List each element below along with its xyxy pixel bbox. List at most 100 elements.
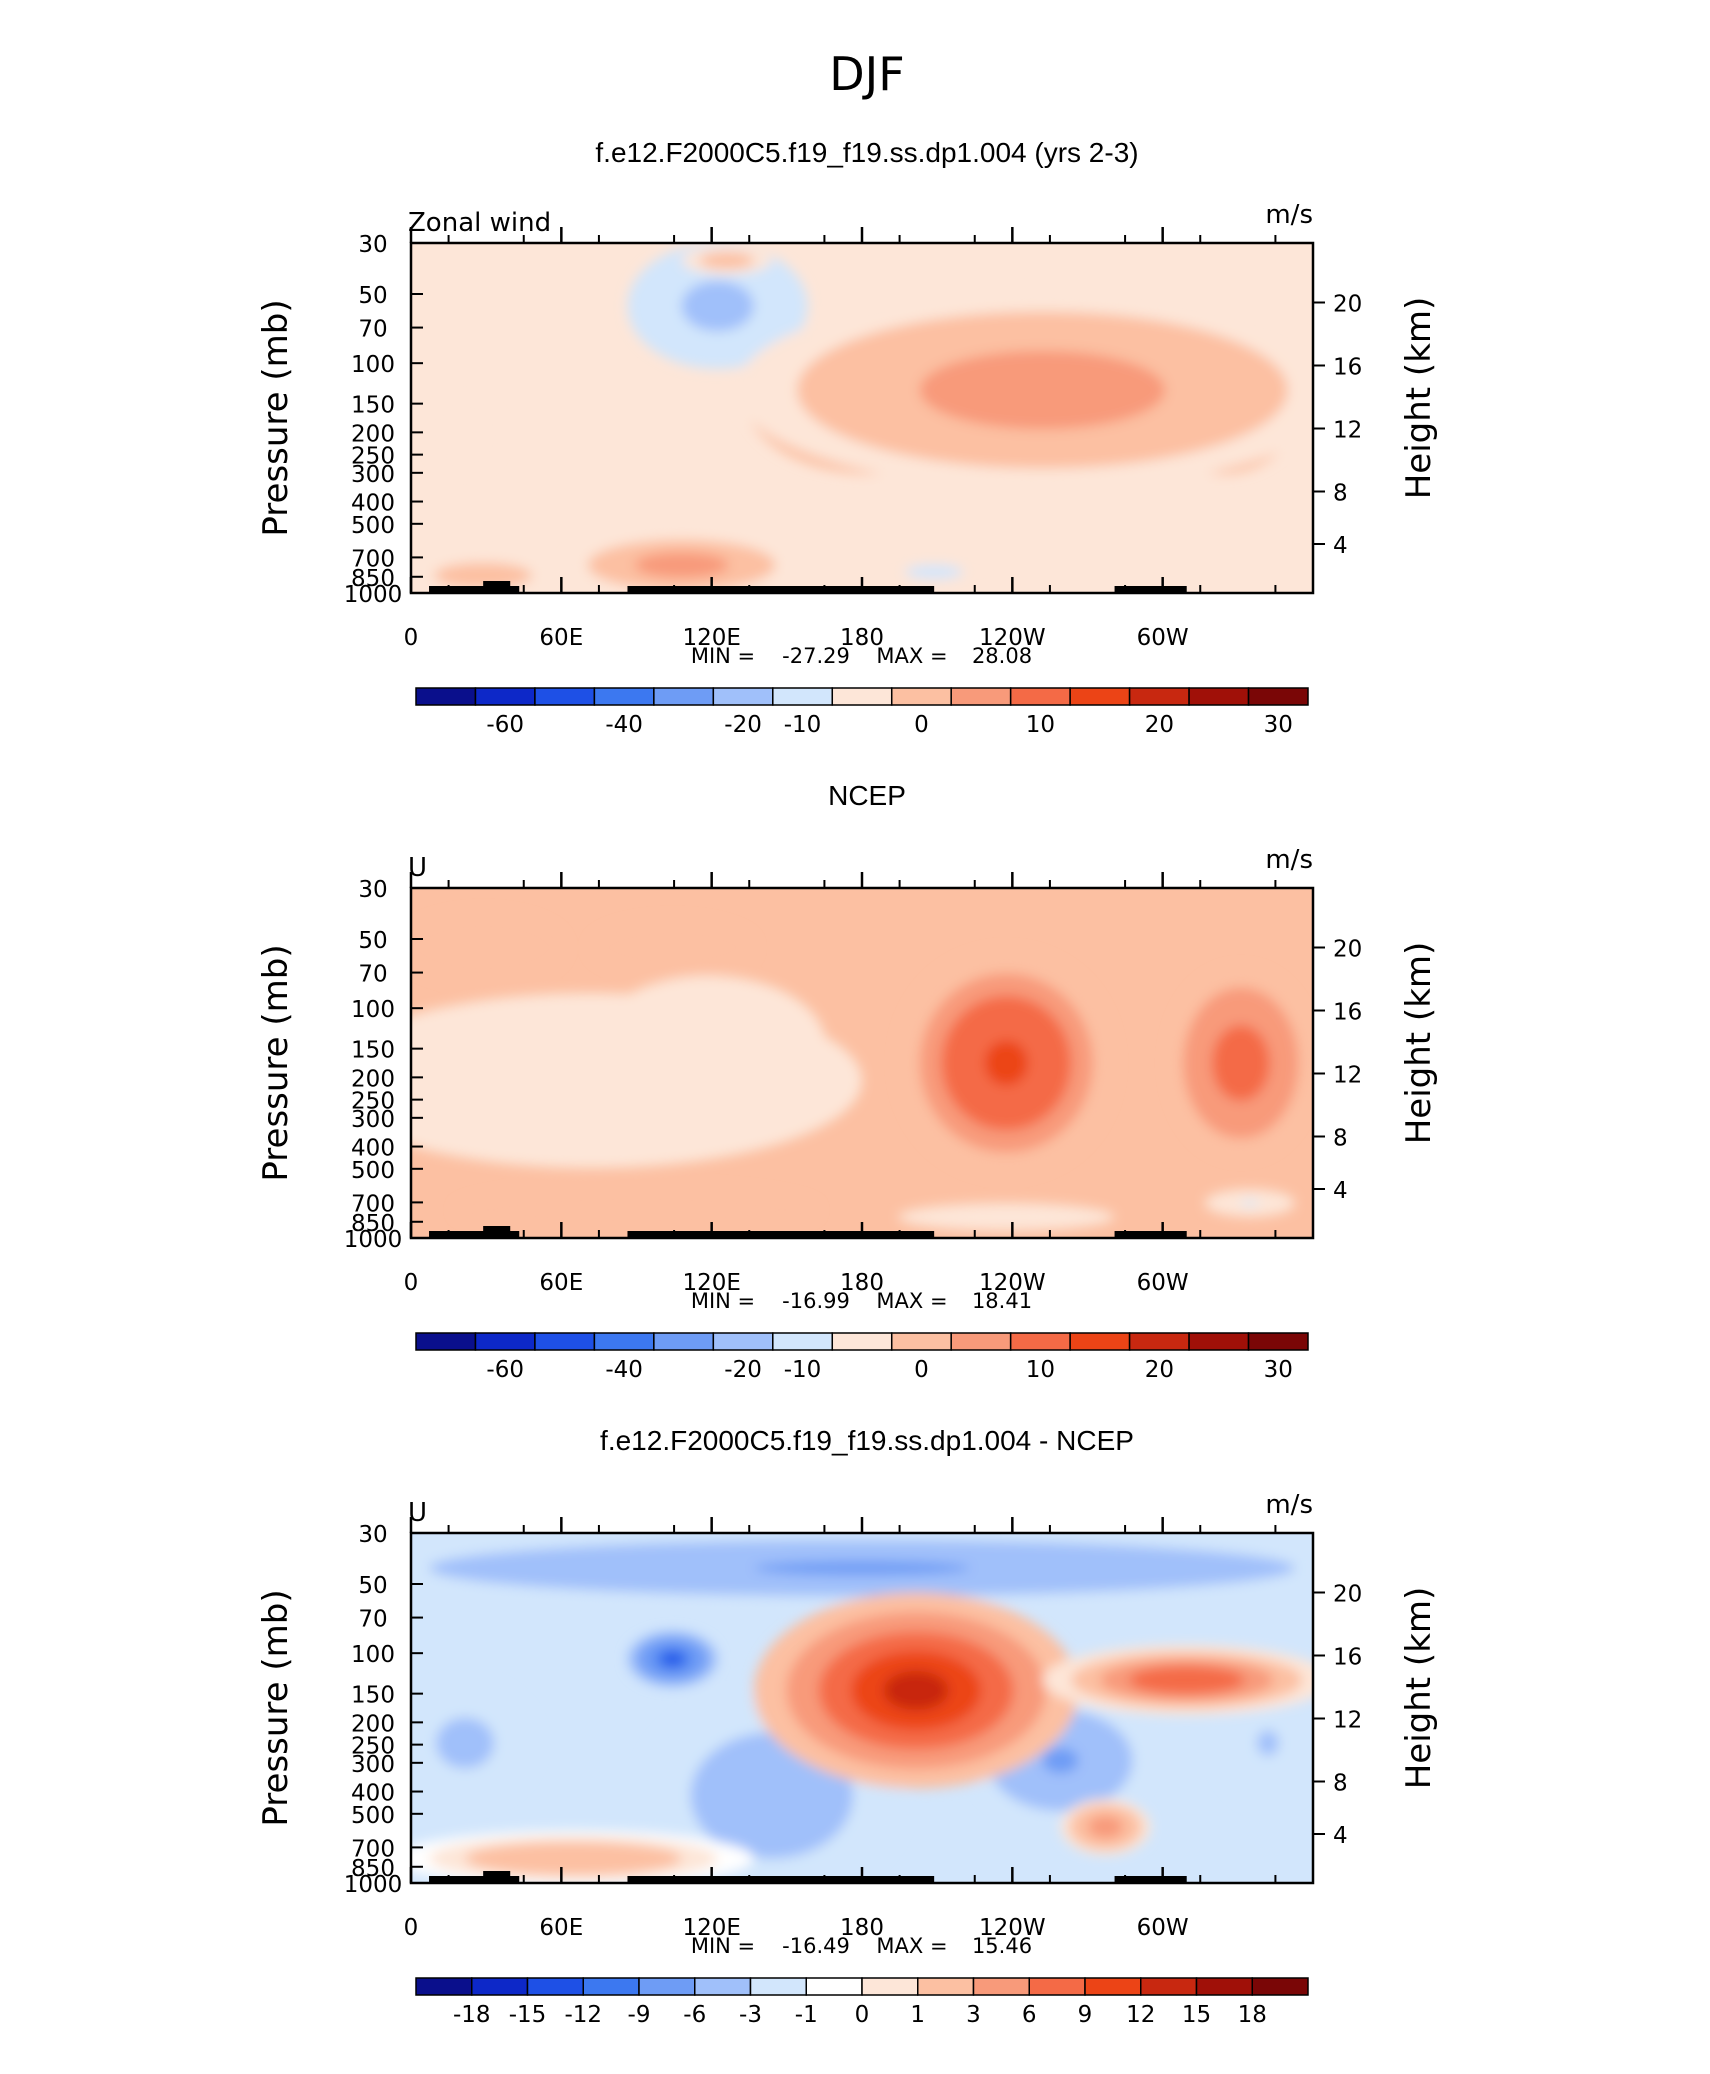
y-tick-label: 400 [351, 491, 395, 517]
colorbar-box [712, 1332, 774, 1351]
y-tick-label: 250 [351, 444, 395, 470]
colorbar-label: 6 [1022, 2002, 1037, 2028]
contour-region [1257, 1730, 1279, 1756]
colorbar-box [917, 1977, 975, 1996]
y-axis-title-right: Height (km) [1399, 1587, 1439, 1790]
topography-bar [429, 1231, 520, 1238]
units-label: m/s [1265, 1490, 1313, 1520]
y-axis-title: Pressure (mb) [256, 944, 296, 1181]
colorbar-label: 20 [1145, 712, 1174, 738]
y-right-tick-label: 4 [1333, 1178, 1348, 1204]
colorbar-label: 3 [966, 2002, 981, 2028]
y-tick-label: 50 [358, 283, 387, 309]
x-tick-label: 60W [1137, 1915, 1189, 1941]
x-tick-label: 0 [404, 1270, 419, 1296]
y-tick-label: 700 [351, 546, 395, 572]
topography-bar [483, 1226, 511, 1238]
max-label: MAX = [876, 1289, 947, 1313]
y-right-tick-label: 8 [1333, 1126, 1348, 1152]
y-axis-title-right: Height (km) [1399, 942, 1439, 1145]
contour-region [699, 293, 736, 319]
y-tick-label: 250 [351, 1734, 395, 1760]
colorbar-label: 0 [914, 1357, 929, 1383]
y-tick-label: 150 [351, 1683, 395, 1709]
contour-region [600, 1205, 673, 1215]
x-tick-label: 120E [682, 625, 740, 651]
colorbar-label: 30 [1264, 712, 1293, 738]
contour-field [411, 243, 1313, 593]
y-tick-label: 70 [358, 1607, 387, 1633]
contour-region [984, 1214, 1028, 1220]
max-label: MAX = [876, 644, 947, 668]
contour-region [457, 428, 473, 443]
colorbar-label: 0 [914, 712, 929, 738]
y-tick-label: 150 [351, 1038, 395, 1064]
colorbar-box [1069, 1332, 1131, 1351]
topography-bar [627, 586, 935, 593]
x-tick-label: 0 [404, 625, 419, 651]
colorbar-label: 10 [1026, 1357, 1055, 1383]
units-label: m/s [1265, 845, 1313, 875]
x-tick-label: 0 [404, 1915, 419, 1941]
colorbar-label: -6 [683, 2002, 706, 2028]
x-tick-label: 120W [979, 1270, 1046, 1296]
colorbar-label: 9 [1078, 2002, 1093, 2028]
colorbar-box [1084, 1977, 1142, 1996]
contour-field [411, 888, 1313, 1238]
page-title: DJF [829, 47, 904, 101]
y-tick-label: 1000 [344, 1872, 403, 1898]
x-tick-label: 120W [979, 1915, 1046, 1941]
x-tick-label: 180 [840, 1270, 884, 1296]
panel-1: f.e12.F2000C5.f19_f19.ss.dp1.004 (yrs 2-… [256, 137, 1439, 738]
colorbar-label: 20 [1145, 1357, 1174, 1383]
contour-region [1042, 1747, 1079, 1774]
y-tick-label: 70 [358, 962, 387, 988]
topography-bar [627, 1231, 935, 1238]
topography-bar [483, 1871, 511, 1883]
colorbar-label: 1 [910, 2002, 925, 2028]
colorbar-box [415, 1332, 477, 1351]
contour-region [466, 940, 500, 955]
min-value: -16.49 [782, 1934, 850, 1958]
y-right-tick-label: 12 [1333, 1063, 1362, 1089]
colorbar-box [653, 687, 715, 706]
y-right-tick-label: 16 [1333, 1000, 1362, 1026]
x-tick-label: 120E [682, 1915, 740, 1941]
x-tick-label: 120W [979, 625, 1046, 651]
colorbar-box [1140, 1977, 1198, 1996]
y-tick-label: 200 [351, 1711, 395, 1737]
min-label: MIN = [691, 1934, 755, 1958]
units-label: m/s [1265, 200, 1313, 230]
y-tick-label: 850 [351, 1211, 395, 1237]
x-tick-label: 120E [682, 1270, 740, 1296]
left-string: U [408, 853, 427, 883]
max-value: 28.08 [972, 644, 1032, 668]
contour-regions [411, 1533, 1313, 1883]
y-tick-label: 700 [351, 1191, 395, 1217]
colorbar-box [1195, 1977, 1253, 1996]
colorbar-box [534, 1332, 596, 1351]
topography-bar [429, 586, 520, 593]
colorbar-label: 12 [1126, 2002, 1155, 2028]
contour-region [537, 1063, 646, 1098]
colorbar-label: -15 [509, 2002, 547, 2028]
y-tick-label: 30 [358, 877, 387, 903]
contour-region [1157, 1673, 1216, 1687]
contour-region [537, 1852, 610, 1865]
min-label: MIN = [691, 644, 755, 668]
min-value: -16.99 [782, 1289, 850, 1313]
y-right-tick-label: 20 [1333, 1582, 1362, 1608]
contour-region [466, 571, 500, 580]
y-tick-label: 300 [351, 462, 395, 488]
left-string: U [408, 1498, 427, 1528]
y-tick-label: 100 [351, 1642, 395, 1668]
colorbar-box [471, 1977, 529, 1996]
colorbar-box [474, 687, 536, 706]
y-tick-label: 1000 [344, 582, 403, 608]
colorbar-label: 30 [1264, 1357, 1293, 1383]
y-tick-label: 250 [351, 1089, 395, 1115]
x-tick-label: 60W [1137, 1270, 1189, 1296]
colorbar-label: -1 [795, 2002, 818, 2028]
x-tick-label: 60E [539, 1915, 583, 1941]
